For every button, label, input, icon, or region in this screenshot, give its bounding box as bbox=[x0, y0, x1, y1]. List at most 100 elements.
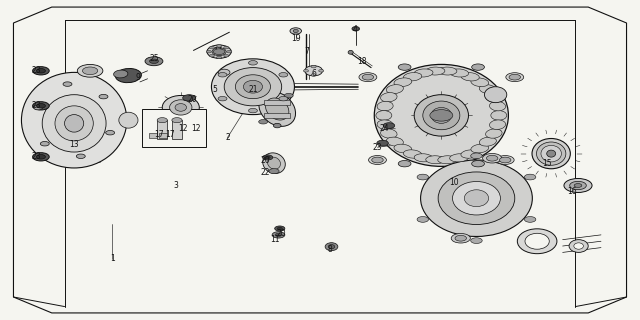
Ellipse shape bbox=[374, 64, 508, 166]
Text: 21: 21 bbox=[248, 85, 258, 94]
Text: 2: 2 bbox=[225, 133, 230, 142]
Text: 1: 1 bbox=[110, 254, 115, 263]
Bar bbox=[157, 120, 168, 139]
Text: 23: 23 bbox=[31, 66, 40, 75]
Ellipse shape bbox=[376, 111, 392, 120]
Ellipse shape bbox=[479, 137, 497, 146]
Circle shape bbox=[398, 64, 411, 70]
Circle shape bbox=[269, 169, 279, 174]
Ellipse shape bbox=[387, 137, 403, 146]
Ellipse shape bbox=[224, 68, 282, 106]
Ellipse shape bbox=[461, 150, 479, 158]
Circle shape bbox=[284, 93, 293, 98]
Ellipse shape bbox=[532, 139, 570, 169]
Text: 20: 20 bbox=[277, 229, 287, 238]
Text: 20: 20 bbox=[261, 156, 271, 164]
Circle shape bbox=[275, 233, 282, 236]
Ellipse shape bbox=[486, 92, 502, 102]
Text: 17: 17 bbox=[165, 130, 175, 139]
Circle shape bbox=[430, 110, 453, 121]
Circle shape bbox=[499, 157, 511, 163]
Circle shape bbox=[303, 69, 308, 72]
Text: 6: 6 bbox=[311, 69, 316, 78]
Ellipse shape bbox=[377, 101, 393, 111]
Circle shape bbox=[524, 217, 536, 222]
Ellipse shape bbox=[266, 98, 289, 120]
Ellipse shape bbox=[450, 154, 468, 162]
Circle shape bbox=[224, 46, 229, 49]
Ellipse shape bbox=[403, 73, 422, 81]
Ellipse shape bbox=[175, 104, 186, 111]
Text: 25: 25 bbox=[149, 53, 159, 62]
Bar bbox=[172, 120, 182, 139]
Ellipse shape bbox=[496, 156, 514, 164]
Circle shape bbox=[33, 102, 49, 110]
Circle shape bbox=[259, 120, 268, 124]
Circle shape bbox=[218, 96, 227, 101]
Ellipse shape bbox=[211, 59, 294, 115]
Text: 17: 17 bbox=[154, 130, 164, 139]
Ellipse shape bbox=[369, 156, 387, 164]
Circle shape bbox=[279, 73, 288, 77]
Circle shape bbox=[63, 82, 72, 86]
Circle shape bbox=[486, 155, 498, 161]
Ellipse shape bbox=[212, 48, 226, 56]
Ellipse shape bbox=[381, 92, 397, 102]
Circle shape bbox=[33, 153, 49, 161]
Circle shape bbox=[398, 161, 411, 167]
Ellipse shape bbox=[438, 156, 457, 164]
Ellipse shape bbox=[414, 95, 468, 136]
Ellipse shape bbox=[381, 129, 397, 138]
Text: 22: 22 bbox=[261, 168, 271, 177]
Ellipse shape bbox=[263, 153, 285, 173]
Ellipse shape bbox=[290, 28, 301, 34]
Ellipse shape bbox=[423, 101, 460, 130]
Text: 3: 3 bbox=[174, 181, 179, 190]
Ellipse shape bbox=[293, 29, 298, 33]
Circle shape bbox=[377, 140, 388, 146]
Ellipse shape bbox=[431, 108, 452, 123]
Circle shape bbox=[248, 108, 257, 113]
Circle shape bbox=[564, 179, 592, 193]
Ellipse shape bbox=[486, 129, 502, 138]
Text: 11: 11 bbox=[271, 235, 280, 244]
Circle shape bbox=[383, 123, 395, 128]
Ellipse shape bbox=[305, 66, 323, 76]
Circle shape bbox=[106, 131, 115, 135]
Circle shape bbox=[157, 118, 168, 123]
Circle shape bbox=[224, 54, 229, 57]
Ellipse shape bbox=[479, 85, 497, 94]
Ellipse shape bbox=[259, 92, 296, 126]
Ellipse shape bbox=[114, 70, 128, 78]
Circle shape bbox=[470, 153, 482, 159]
Circle shape bbox=[417, 217, 429, 222]
Circle shape bbox=[272, 232, 285, 238]
Bar bbox=[143, 109, 206, 147]
Ellipse shape bbox=[243, 80, 262, 93]
Ellipse shape bbox=[207, 45, 231, 58]
Circle shape bbox=[36, 68, 45, 73]
Circle shape bbox=[33, 67, 49, 75]
Ellipse shape bbox=[377, 120, 393, 129]
Circle shape bbox=[34, 105, 43, 110]
Ellipse shape bbox=[490, 120, 506, 129]
Ellipse shape bbox=[483, 154, 502, 163]
Ellipse shape bbox=[387, 85, 403, 94]
Circle shape bbox=[36, 104, 45, 108]
Circle shape bbox=[227, 50, 232, 53]
Circle shape bbox=[206, 50, 211, 53]
Ellipse shape bbox=[394, 78, 412, 87]
Bar bbox=[264, 100, 290, 105]
Circle shape bbox=[524, 174, 536, 180]
Circle shape bbox=[311, 65, 316, 68]
Ellipse shape bbox=[438, 172, 515, 225]
Circle shape bbox=[209, 46, 214, 49]
Circle shape bbox=[277, 227, 282, 230]
Text: 14: 14 bbox=[213, 47, 223, 56]
Ellipse shape bbox=[42, 95, 106, 152]
Ellipse shape bbox=[420, 160, 532, 236]
Text: 20: 20 bbox=[188, 95, 197, 104]
Ellipse shape bbox=[273, 123, 281, 128]
Text: 18: 18 bbox=[356, 57, 366, 66]
Circle shape bbox=[76, 154, 85, 158]
